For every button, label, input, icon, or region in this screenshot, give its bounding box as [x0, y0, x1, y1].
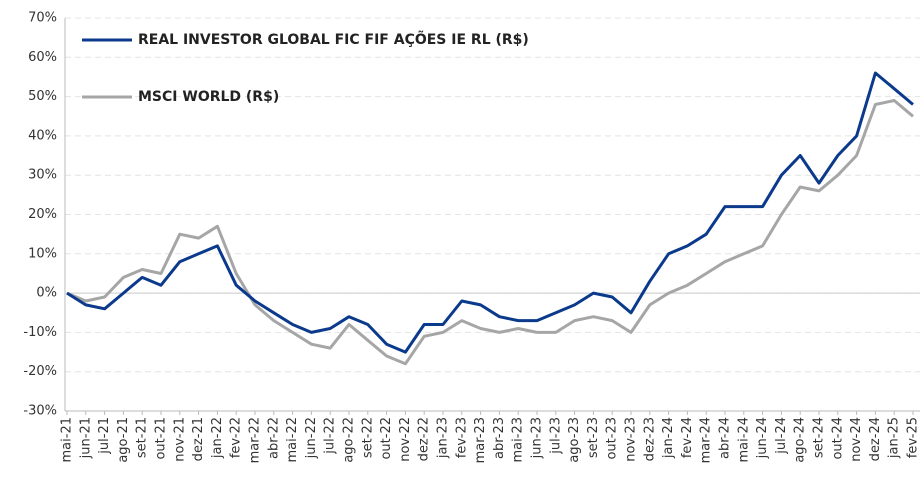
x-tick-label: abr-22: [266, 417, 281, 459]
x-tick-label: fev-24: [680, 417, 695, 458]
x-tick-label: jan-23: [436, 417, 451, 459]
x-tick-label: nov-22: [398, 417, 413, 462]
series-line: [66, 99, 914, 366]
series-line: [66, 71, 914, 354]
x-tick-label: out-21: [154, 417, 169, 460]
x-tick-label: jan-25: [887, 417, 902, 459]
y-tick-label: 10%: [28, 246, 57, 261]
x-tick-label: jul-24: [774, 417, 789, 455]
x-tick-label: jan-24: [661, 417, 676, 459]
y-tick-label: -20%: [23, 364, 57, 379]
y-tick-label: -30%: [23, 404, 57, 419]
x-tick-label: ago-23: [567, 417, 582, 463]
x-tick-label: set-21: [135, 417, 150, 458]
x-tick-label: dez-24: [868, 417, 883, 461]
x-tick-label: fev-25: [906, 417, 921, 458]
y-tick-label: 40%: [28, 128, 57, 143]
y-tick-label: 70%: [28, 11, 57, 26]
x-tick-label: mai-24: [736, 417, 751, 462]
x-tick-label: jun-22: [304, 417, 319, 459]
x-tick-label: ago-24: [793, 417, 808, 463]
x-tick-label: mai-21: [60, 417, 75, 462]
x-tick-label: out-22: [379, 417, 394, 460]
y-tick-label: 20%: [28, 207, 57, 222]
x-tick-label: nov-23: [624, 417, 639, 462]
x-tick-label: set-23: [586, 417, 601, 458]
x-tick-label: jun-21: [78, 417, 93, 459]
x-tick-label: jan-22: [210, 417, 225, 459]
x-tick-label: out-24: [830, 417, 845, 460]
x-tick-label: ago-21: [116, 417, 131, 463]
x-tick-label: dez-21: [191, 417, 206, 461]
x-tick-label: fev-23: [454, 417, 469, 458]
x-tick-label: set-22: [360, 417, 375, 458]
x-tick-label: mar-22: [248, 417, 263, 463]
x-tick-label: jun-24: [755, 417, 770, 459]
x-tick-label: abr-24: [718, 417, 733, 459]
x-tick-label: jul-21: [97, 417, 112, 455]
x-tick-label: nov-21: [172, 417, 187, 462]
x-tick-label: mar-24: [699, 417, 714, 463]
x-tick-label: dez-22: [417, 417, 432, 461]
x-tick-label: out-23: [605, 417, 620, 460]
legend-label: REAL INVESTOR GLOBAL FIC FIF AÇÕES IE RL…: [138, 30, 529, 48]
x-tick-label: jul-23: [548, 417, 563, 455]
x-tick-label: set-24: [812, 417, 827, 458]
x-tick-label: jul-22: [323, 417, 338, 455]
legend-label: MSCI WORLD (R$): [138, 89, 279, 105]
x-tick-label: jun-23: [530, 417, 545, 459]
x-tick-label: mar-23: [473, 417, 488, 463]
x-tick-label: mai-23: [511, 417, 526, 462]
x-tick-label: dez-23: [642, 417, 657, 461]
y-tick-label: 60%: [28, 50, 57, 65]
y-tick-label: 50%: [28, 89, 57, 104]
y-tick-label: -10%: [23, 325, 57, 340]
y-tick-label: 30%: [28, 168, 57, 183]
x-tick-label: abr-23: [492, 417, 507, 459]
x-tick-label: nov-24: [849, 417, 864, 462]
x-tick-label: ago-22: [342, 417, 357, 463]
x-tick-label: fev-22: [229, 417, 244, 458]
y-tick-label: 0%: [36, 286, 57, 301]
x-tick-label: mai-22: [285, 417, 300, 462]
